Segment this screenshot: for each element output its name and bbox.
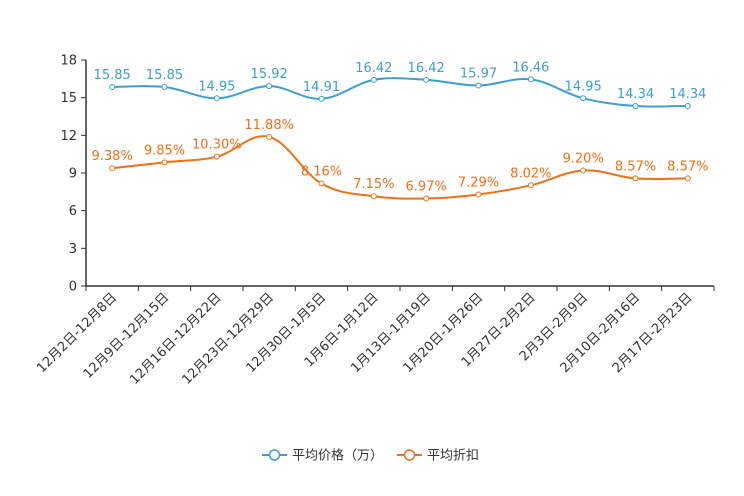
legend-marker-icon <box>403 449 416 461</box>
data-point <box>423 195 430 202</box>
legend[interactable]: 平均价格（万） 平均折扣 <box>262 448 479 464</box>
series-line-0 <box>112 77 688 108</box>
data-point <box>161 159 168 166</box>
data-label: 16.42 <box>408 61 445 76</box>
data-label: 14.34 <box>669 87 706 102</box>
data-label: 10.30% <box>192 138 242 153</box>
data-label: 16.46 <box>512 60 549 75</box>
y-tick-label: 3 <box>69 242 77 257</box>
data-point <box>370 76 377 83</box>
x-tick-label: 12月23日-12月29日 <box>180 290 277 387</box>
data-label: 9.38% <box>92 149 133 164</box>
data-point <box>213 153 220 160</box>
data-label: 8.57% <box>667 159 708 174</box>
y-tick-label: 6 <box>69 204 77 219</box>
data-labels: 15.85 15.85 14.95 15.92 14.91 16.42 16.42 15.97… <box>92 60 709 194</box>
data-label: 16.42 <box>355 61 392 76</box>
data-label: 14.95 <box>198 79 235 94</box>
data-point <box>213 95 220 102</box>
data-point <box>580 167 587 174</box>
data-label: 9.85% <box>144 143 185 158</box>
data-label: 14.91 <box>303 80 340 95</box>
data-point <box>527 76 534 83</box>
data-point <box>318 180 325 187</box>
data-point <box>266 133 273 140</box>
data-label: 6.97% <box>406 179 447 194</box>
series-points <box>109 76 691 202</box>
data-point <box>580 95 587 102</box>
data-label: 15.97 <box>460 66 497 81</box>
data-label: 14.95 <box>565 79 602 94</box>
y-tick-label: 9 <box>69 167 77 182</box>
data-point <box>318 95 325 102</box>
legend-item-1[interactable]: 平均折扣 <box>397 449 479 464</box>
data-label: 8.02% <box>510 166 551 181</box>
y-tick-label: 12 <box>60 129 77 144</box>
series-line-1 <box>112 135 688 200</box>
data-point <box>527 182 534 189</box>
series-lines <box>112 77 688 200</box>
data-label: 14.34 <box>617 87 654 102</box>
data-point <box>684 102 691 109</box>
data-label: 15.85 <box>94 68 131 83</box>
data-point <box>266 83 273 90</box>
data-point <box>161 83 168 90</box>
data-label: 7.29% <box>458 175 499 190</box>
data-point <box>684 175 691 182</box>
data-label: 9.20% <box>563 151 604 166</box>
data-point <box>109 83 116 90</box>
data-label: 15.92 <box>251 67 288 82</box>
y-tick-label: 18 <box>60 54 77 69</box>
legend-item-0[interactable]: 平均价格（万） <box>262 448 383 464</box>
legend-label: 平均价格（万） <box>292 448 383 464</box>
data-point <box>423 76 430 83</box>
x-tick-label: 12月16日-12月22日 <box>127 290 224 387</box>
data-point <box>475 82 482 89</box>
data-label: 11.88% <box>244 118 294 133</box>
y-tick-label: 0 <box>69 280 77 295</box>
data-point <box>109 165 116 172</box>
data-label: 8.16% <box>301 165 342 180</box>
data-point <box>632 175 639 182</box>
data-point <box>370 193 377 200</box>
data-label: 15.85 <box>146 68 183 83</box>
legend-marker-icon <box>268 449 281 461</box>
legend-label: 平均折扣 <box>427 449 479 464</box>
data-point <box>632 102 639 109</box>
data-point <box>475 191 482 198</box>
data-label: 7.15% <box>353 177 394 192</box>
y-tick-label: 15 <box>60 91 77 106</box>
data-label: 8.57% <box>615 159 656 174</box>
